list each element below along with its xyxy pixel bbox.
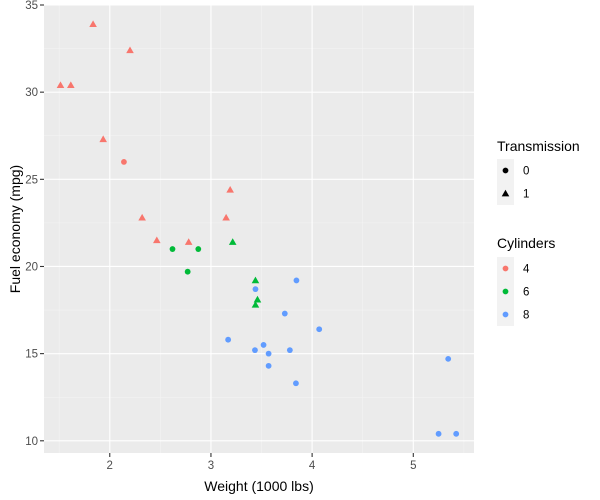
legend: Transmission Cylinders 0 1 4 6 8 (497, 138, 580, 326)
data-point (89, 20, 97, 28)
data-point (138, 213, 146, 221)
axis-ticks: 2 3 4 5 10 15 20 25 30 35 (25, 0, 416, 472)
data-point (435, 430, 442, 437)
legend-label-cylinders: 6 (523, 287, 529, 299)
legend-label-cylinders: 4 (523, 264, 530, 276)
data-point (453, 430, 460, 437)
data-point (260, 342, 267, 348)
data-point (56, 81, 65, 89)
y-tick-label: 30 (25, 87, 38, 99)
legend-label-cylinders: 8 (523, 310, 529, 322)
legend-label-transmission: 0 (523, 166, 529, 178)
data-point (222, 213, 230, 221)
data-points (56, 20, 460, 437)
y-axis-title: Fuel economy (mpg) (7, 165, 23, 293)
data-point (195, 246, 202, 252)
data-point (265, 362, 272, 369)
legend-color-swatch (502, 288, 509, 295)
x-tick-label: 2 (107, 460, 113, 472)
data-point (445, 355, 452, 362)
y-tick-label: 20 (25, 261, 38, 273)
x-axis-title: Weight (1000 lbs) (204, 478, 313, 494)
data-point (293, 277, 300, 284)
data-point (265, 350, 272, 357)
data-point (252, 347, 258, 354)
legend-shape-circle (502, 167, 509, 174)
data-point (153, 236, 161, 244)
legend-label-transmission: 1 (523, 189, 529, 201)
x-tick-label: 5 (410, 460, 416, 472)
data-point (67, 81, 75, 89)
grid-lines (44, 4, 474, 453)
data-point (226, 185, 234, 193)
data-point (316, 326, 323, 333)
data-point (253, 295, 262, 303)
legend-shape-triangle (501, 189, 510, 197)
data-point (184, 238, 193, 245)
legend-title-cylinders: Cylinders (497, 235, 555, 251)
data-point (251, 301, 260, 308)
y-tick-label: 25 (25, 174, 38, 186)
legend-color-swatch (502, 311, 509, 318)
x-tick-label: 4 (309, 460, 316, 472)
y-tick-label: 35 (25, 0, 38, 12)
data-point (169, 246, 176, 252)
y-tick-label: 15 (25, 349, 38, 361)
data-point (126, 46, 134, 54)
legend-title-transmission: Transmission (497, 138, 580, 154)
data-point (252, 286, 259, 293)
plot-panel (44, 5, 474, 453)
data-point (251, 276, 260, 284)
data-point (121, 158, 127, 165)
data-point (99, 135, 107, 143)
data-point (184, 268, 191, 275)
data-point (281, 310, 288, 317)
data-point (286, 347, 293, 354)
x-tick-label: 3 (208, 460, 214, 472)
data-point (293, 380, 299, 387)
data-point (228, 238, 237, 245)
y-tick-label: 10 (25, 436, 38, 448)
legend-color-swatch (502, 265, 509, 272)
data-point (225, 336, 232, 343)
